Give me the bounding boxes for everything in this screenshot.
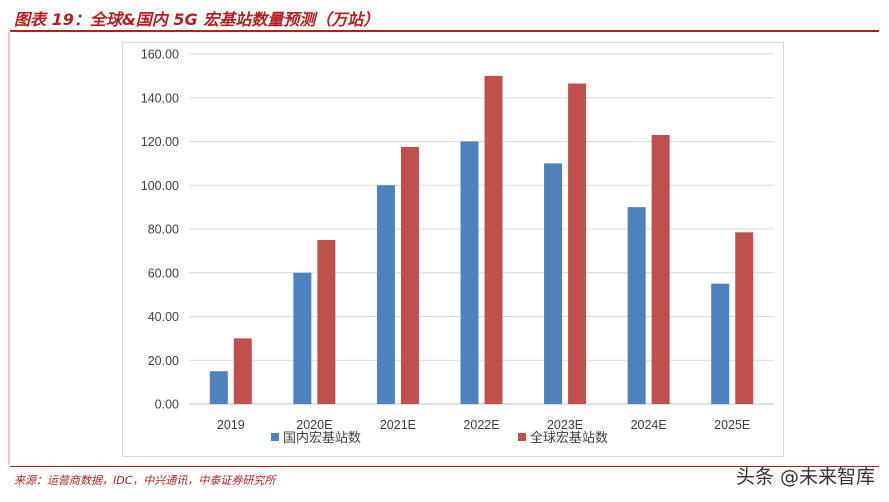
bar-global-2019 xyxy=(233,338,252,404)
bar-global-2025E xyxy=(735,232,754,404)
y-tick-label: 60.00 xyxy=(148,266,179,280)
bar-global-2021E xyxy=(400,146,419,404)
bar-domestic-2021E xyxy=(376,185,395,404)
watermark: 头条 @未来智库 xyxy=(735,466,875,488)
bar-domestic-2020E xyxy=(293,272,312,404)
legend-label-global: 全球宏基站数 xyxy=(530,430,608,446)
x-tick-label: 2023E xyxy=(547,418,583,432)
y-tick-label: 140.00 xyxy=(141,91,179,105)
legend-swatch-global xyxy=(518,433,526,441)
footer-divider xyxy=(10,466,879,467)
x-tick-label: 2024E xyxy=(631,418,667,432)
bar-global-2022E xyxy=(484,75,503,404)
bar-domestic-2025E xyxy=(711,283,730,404)
y-tick-label: 120.00 xyxy=(141,135,179,149)
bar-global-2023E xyxy=(568,83,587,404)
bar-global-2024E xyxy=(651,134,670,404)
side-divider xyxy=(8,32,10,464)
bar-global-2020E xyxy=(317,239,336,404)
chart-area: 0.00 20.00 40.00 60.00 80.00 100.00 120.00 140.… xyxy=(122,42,784,457)
bar-chart: 0.00 20.00 40.00 60.00 80.00 100.00 120.00 140.… xyxy=(141,48,774,446)
y-tick-label: 80.00 xyxy=(148,223,179,237)
x-tick-label: 2025E xyxy=(714,418,750,432)
title-divider xyxy=(10,30,879,32)
y-tick-label: 40.00 xyxy=(148,310,179,324)
legend-label-domestic: 国内宏基站数 xyxy=(283,430,361,446)
bar-domestic-2022E xyxy=(460,141,479,404)
x-tick-label: 2021E xyxy=(380,418,416,432)
y-tick-label: 100.00 xyxy=(141,179,179,193)
source-note: 来源：运营商数据，IDC，中兴通讯，中泰证券研究所 xyxy=(14,474,276,487)
x-tick-label: 2019 xyxy=(217,418,245,432)
bar-domestic-2024E xyxy=(627,207,646,404)
legend-swatch-domestic xyxy=(271,433,279,441)
x-tick-label: 2020E xyxy=(296,418,332,432)
figure-title: 图表 19：全球&国内 5G 宏基站数量预测（万站） xyxy=(14,10,380,29)
y-tick-label: 20.00 xyxy=(148,354,179,368)
bar-domestic-2023E xyxy=(544,163,563,404)
bar-domestic-2019 xyxy=(209,371,228,404)
y-tick-label: 160.00 xyxy=(141,48,179,62)
x-tick-label: 2022E xyxy=(463,418,499,432)
y-tick-label: 0.00 xyxy=(155,398,179,412)
